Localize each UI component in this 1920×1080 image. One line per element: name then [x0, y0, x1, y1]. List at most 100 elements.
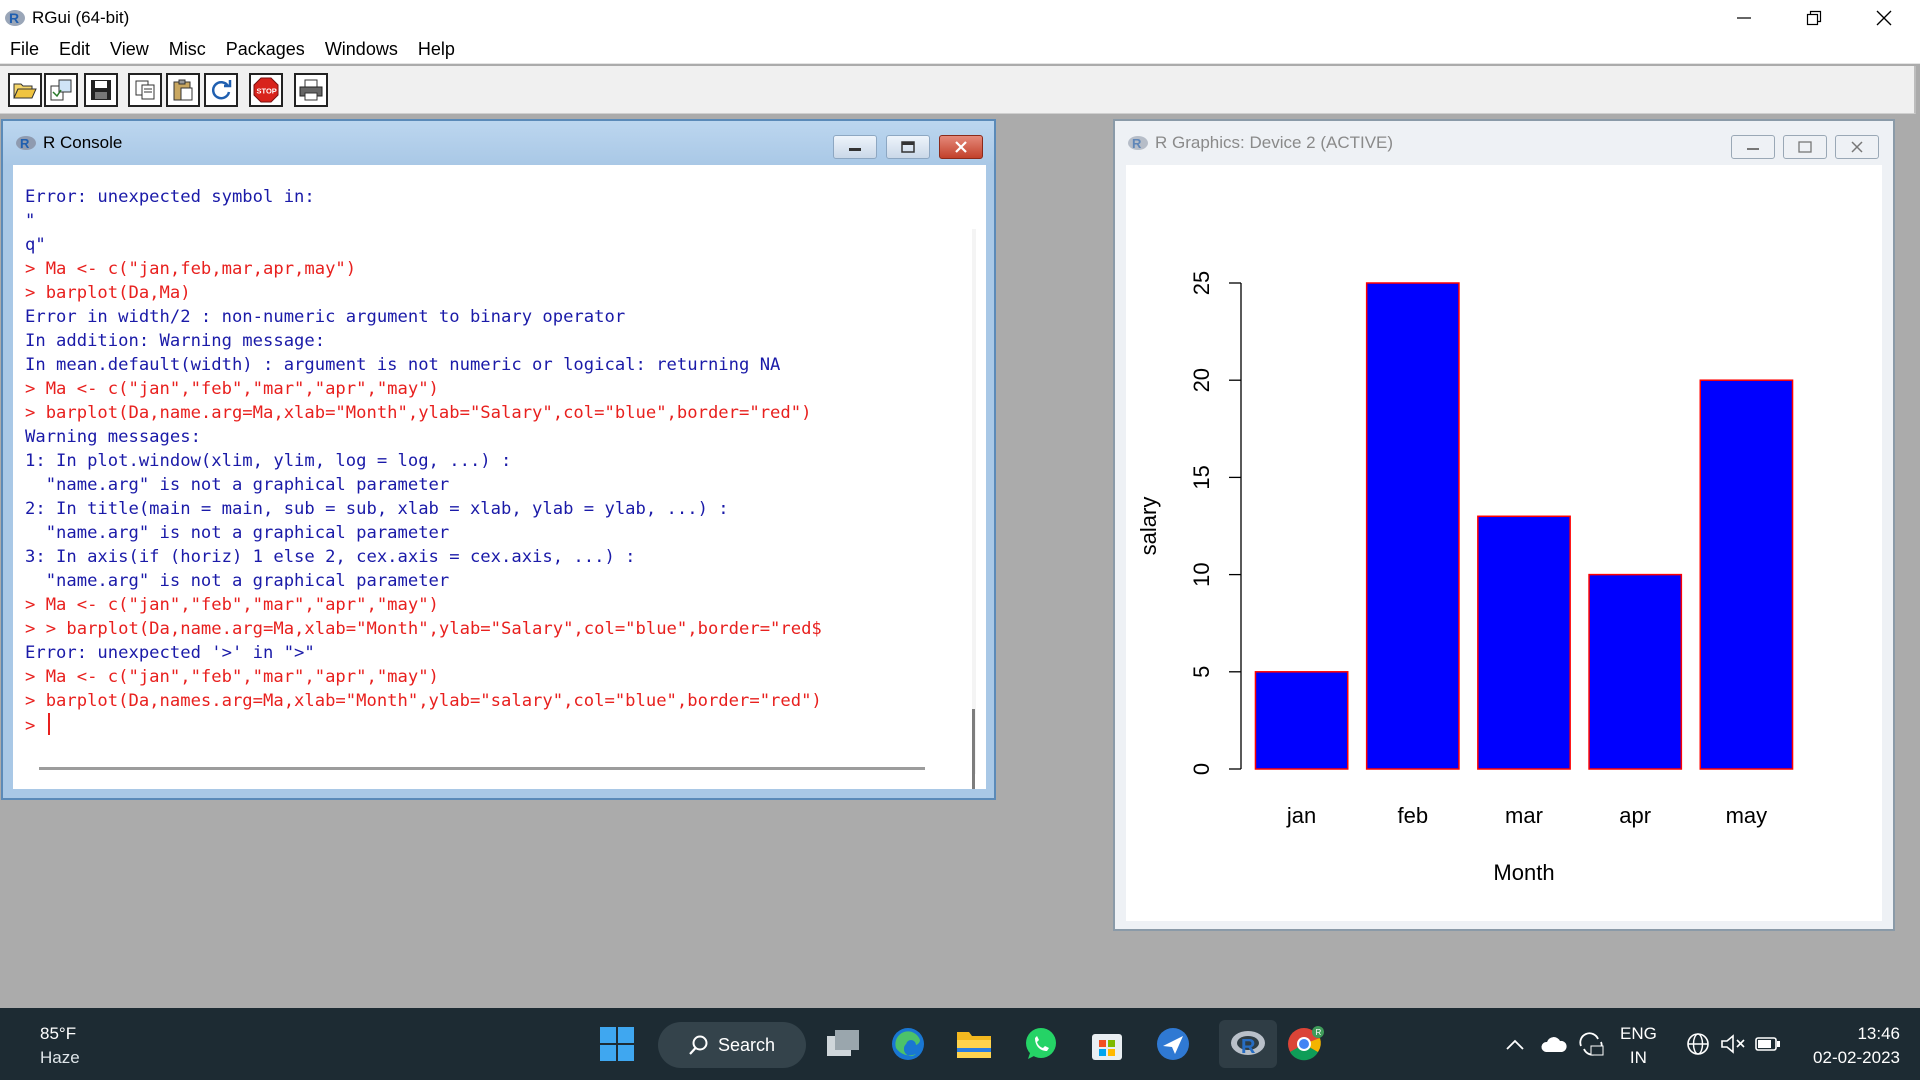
- network-tray-button[interactable]: [1685, 1008, 1711, 1080]
- console-close-button[interactable]: [939, 135, 983, 159]
- menu-edit[interactable]: Edit: [59, 39, 91, 59]
- console-output[interactable]: Error: unexpected symbol in: " q" > Ma <- c…: [13, 165, 986, 789]
- copy-button[interactable]: [128, 73, 162, 107]
- console-line: 3: In axis(if (horiz) 1 else 2, cex.axis…: [25, 547, 636, 567]
- graphics-minimize-button[interactable]: [1731, 135, 1775, 159]
- graphics-close-button[interactable]: [1835, 135, 1879, 159]
- graphics-caption: R R Graphics: Device 2 (ACTIVE): [1115, 121, 1893, 165]
- console-title: R Console: [43, 133, 123, 152]
- console-line: Warning messages:: [25, 427, 201, 447]
- x-tick-label: apr: [1619, 803, 1651, 828]
- show-hidden-icons-button[interactable]: [1505, 1008, 1525, 1080]
- folder-open-icon: [13, 83, 37, 99]
- sync-tray-button[interactable]: [1577, 1008, 1605, 1080]
- console-horizontal-scrollbar[interactable]: [39, 767, 925, 770]
- copy-icon: [135, 80, 155, 100]
- r-gui-taskbar-button[interactable]: R: [1219, 1020, 1277, 1068]
- close-button[interactable]: [1849, 0, 1919, 36]
- minimize-icon: [1747, 148, 1759, 150]
- y-axis-label: salary: [1136, 497, 1161, 556]
- printer-icon: [299, 79, 323, 101]
- x-tick-label: feb: [1398, 803, 1429, 828]
- app-title-bar: R RGui (64-bit): [0, 0, 1920, 36]
- weather-temperature: 85°F: [40, 1024, 77, 1043]
- restore-button[interactable]: [1779, 0, 1849, 36]
- paste-button[interactable]: [166, 73, 200, 107]
- console-line: > barplot(Da,names.arg=Ma,xlab="Month",y…: [25, 691, 822, 711]
- maximize-icon: [1798, 141, 1812, 153]
- r-logo-icon: R: [1231, 1031, 1265, 1058]
- menu-misc[interactable]: Misc: [168, 39, 206, 59]
- stop-button[interactable]: STOP: [249, 73, 283, 107]
- edge-button[interactable]: [888, 1024, 928, 1064]
- menu-view[interactable]: View: [110, 39, 149, 59]
- restore-icon: [1806, 10, 1822, 26]
- console-line: In addition: Warning message:: [25, 331, 326, 351]
- language-indicator[interactable]: ENG IN: [1620, 1022, 1657, 1070]
- console-line: "name.arg" is not a graphical parameter: [25, 523, 450, 543]
- clock[interactable]: 13:46 02-02-2023: [1800, 1022, 1900, 1070]
- battery-tray-button[interactable]: [1755, 1008, 1781, 1080]
- mail-icon: [1157, 1028, 1189, 1060]
- clock-time: 13:46: [1857, 1024, 1900, 1043]
- console-line: > barplot(Da,name.arg=Ma,xlab="Month",yl…: [25, 403, 812, 423]
- console-line: > Ma <- c("jan","feb","mar","apr","may"): [25, 595, 439, 615]
- console-prompt-symbol: >: [25, 716, 46, 736]
- svg-text:R: R: [9, 10, 19, 26]
- console-vertical-scrollbar[interactable]: [972, 229, 976, 789]
- svg-text:R: R: [20, 136, 30, 151]
- print-button[interactable]: [294, 73, 328, 107]
- menu-help[interactable]: Help: [417, 39, 455, 59]
- svg-text:R: R: [1132, 136, 1142, 151]
- menu-packages[interactable]: Packages: [225, 39, 305, 59]
- console-line: 2: In title(main = main, sub = sub, xlab…: [25, 499, 729, 519]
- open-script-button[interactable]: [8, 73, 42, 107]
- console-caption: R R Console: [3, 121, 994, 165]
- y-tick-label: 15: [1189, 465, 1214, 489]
- bar-apr: [1588, 573, 1683, 770]
- graphics-title: R Graphics: Device 2 (ACTIVE): [1155, 133, 1394, 152]
- menu-file[interactable]: File: [10, 39, 40, 59]
- chrome-button[interactable]: R: [1286, 1024, 1326, 1064]
- console-scroll-thumb[interactable]: [972, 709, 975, 789]
- volume-tray-button[interactable]: [1720, 1008, 1746, 1080]
- onedrive-tray-button[interactable]: [1540, 1008, 1568, 1080]
- window-title: RGui (64-bit): [32, 8, 130, 27]
- search-icon: [689, 1035, 708, 1055]
- console-minimize-button[interactable]: [833, 135, 877, 159]
- x-tick-label: mar: [1505, 803, 1543, 828]
- y-tick-label: 10: [1189, 562, 1214, 586]
- weather-widget[interactable]: 85°F Haze: [40, 1022, 80, 1070]
- taskbar: 85°F Haze Search R R: [0, 1008, 1920, 1080]
- console-line: > Ma <- c("jan,feb,mar,apr,may"): [25, 259, 357, 279]
- console-line: Error in width/2 : non-numeric argument …: [25, 307, 626, 327]
- console-line: > Ma <- c("jan","feb","mar","apr","may"): [25, 379, 439, 399]
- microsoft-store-button[interactable]: [1087, 1024, 1127, 1064]
- graphics-maximize-button[interactable]: [1783, 135, 1827, 159]
- bar-feb: [1365, 282, 1460, 770]
- start-button[interactable]: [597, 1024, 637, 1064]
- taskbar-search[interactable]: Search: [658, 1022, 806, 1068]
- whatsapp-button[interactable]: [1021, 1024, 1061, 1064]
- whatsapp-icon: [1026, 1028, 1056, 1059]
- mail-button[interactable]: [1153, 1024, 1193, 1064]
- minimize-button[interactable]: [1709, 0, 1779, 36]
- file-explorer-button[interactable]: [954, 1024, 994, 1064]
- x-axis-label: Month: [1493, 860, 1554, 885]
- y-tick-label: 5: [1189, 666, 1214, 678]
- load-workspace-button[interactable]: [44, 73, 78, 107]
- clipboard-icon: [173, 79, 193, 101]
- y-tick-label: 0: [1189, 763, 1214, 775]
- store-icon: [1092, 1034, 1122, 1060]
- copy-paste-button[interactable]: [204, 73, 238, 107]
- maximize-icon: [901, 141, 915, 153]
- console-prompt[interactable]: >: [25, 713, 822, 738]
- console-maximize-button[interactable]: [886, 135, 930, 159]
- bar-mar: [1477, 515, 1571, 770]
- menu-windows[interactable]: Windows: [324, 39, 398, 59]
- task-view-button[interactable]: [823, 1024, 863, 1064]
- save-workspace-button[interactable]: [84, 73, 118, 107]
- bar-may: [1699, 379, 1794, 770]
- r-logo-icon: R: [1128, 136, 1148, 151]
- console-line: > Ma <- c("jan","feb","mar","apr","may"): [25, 667, 439, 687]
